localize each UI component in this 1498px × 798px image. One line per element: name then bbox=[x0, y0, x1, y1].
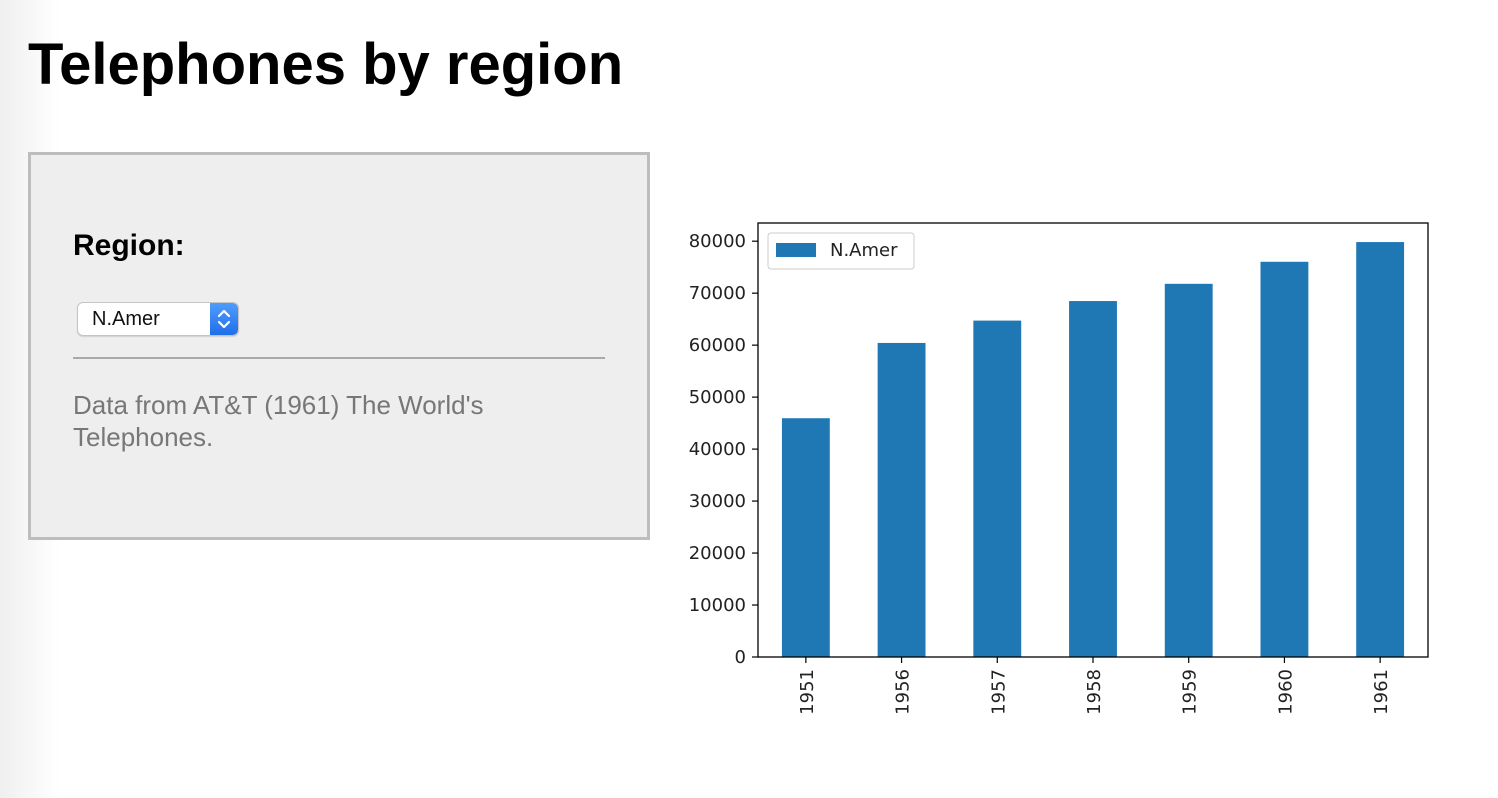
y-tick-label: 0 bbox=[735, 647, 746, 668]
y-tick-label: 10000 bbox=[689, 595, 746, 616]
region-select-value: N.Amer bbox=[92, 308, 160, 330]
bar-chart: 1951 1956 1957 1958 1959 1960 1961 0 10000 20000 3… bbox=[689, 222, 1429, 715]
legend-label: N.Amer bbox=[830, 240, 898, 261]
y-tick-label: 50000 bbox=[689, 387, 746, 408]
select-arrows-icon bbox=[210, 303, 238, 335]
x-tick-label: 1958 bbox=[1084, 669, 1105, 715]
sidebar-divider bbox=[73, 357, 605, 359]
help-text: Data from AT&T (1961) The World's Teleph… bbox=[73, 390, 484, 452]
x-tick-label: 1956 bbox=[893, 669, 914, 715]
y-tick-label: 20000 bbox=[689, 543, 746, 564]
region-select[interactable]: N.Amer bbox=[77, 302, 239, 336]
plot-frame bbox=[757, 222, 1429, 658]
legend-box bbox=[767, 232, 915, 270]
y-tick-label: 80000 bbox=[689, 231, 746, 252]
bar bbox=[877, 342, 926, 657]
y-tick-label: 40000 bbox=[689, 439, 746, 460]
x-tick-label: 1960 bbox=[1275, 669, 1296, 715]
x-tick-label: 1959 bbox=[1180, 669, 1201, 715]
legend-swatch bbox=[776, 243, 816, 257]
y-tick-label: 70000 bbox=[689, 283, 746, 304]
sidebar-panel: Region: N.Amer Data from AT&T (1961) The… bbox=[28, 152, 650, 540]
y-tick-label: 60000 bbox=[689, 335, 746, 356]
bar bbox=[1164, 283, 1213, 657]
x-tick-label: 1957 bbox=[988, 669, 1009, 715]
bar bbox=[1260, 261, 1309, 657]
bar bbox=[1356, 242, 1405, 657]
page-title: Telephones by region bbox=[28, 32, 624, 97]
region-label: Region: bbox=[73, 229, 185, 262]
bar bbox=[1069, 301, 1117, 657]
x-tick-label: 1961 bbox=[1371, 669, 1392, 715]
y-tick-label: 30000 bbox=[689, 491, 746, 512]
bar bbox=[973, 320, 1022, 657]
bar bbox=[781, 418, 830, 657]
x-tick-label: 1951 bbox=[797, 669, 818, 715]
